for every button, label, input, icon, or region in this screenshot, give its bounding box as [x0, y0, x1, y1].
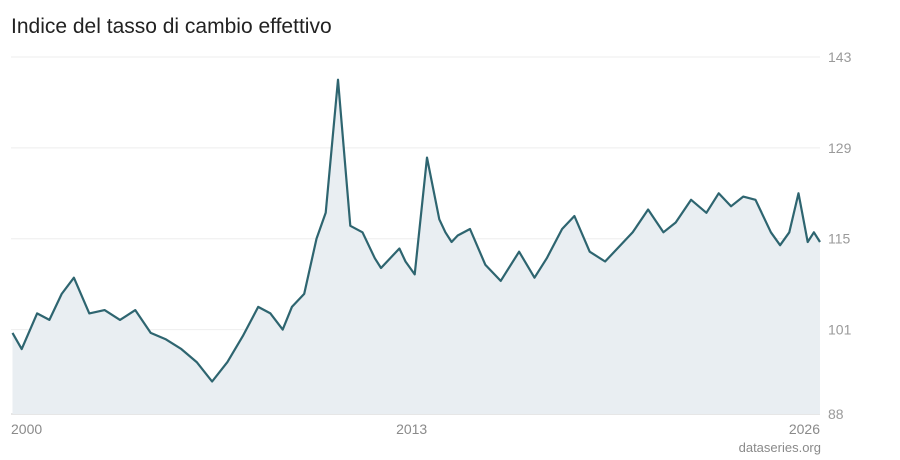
x-axis-ticks: 2000 2013 2026 [11, 421, 820, 437]
source-credit: dataseries.org [738, 440, 821, 455]
y-tick-label: 143 [828, 49, 852, 65]
y-tick-label: 115 [828, 231, 851, 247]
y-axis-ticks: 143 129 115 101 88 [828, 49, 852, 422]
x-tick-label: 2000 [11, 421, 42, 437]
x-tick-label: 2026 [789, 421, 820, 437]
chart-title: Indice del tasso di cambio effettivo [11, 15, 332, 38]
series-area [12, 79, 820, 414]
y-tick-label: 88 [828, 406, 844, 422]
y-tick-label: 129 [828, 140, 852, 156]
y-tick-label: 101 [828, 322, 852, 338]
series-line [11, 78, 821, 383]
x-tick-label: 2013 [396, 421, 427, 437]
